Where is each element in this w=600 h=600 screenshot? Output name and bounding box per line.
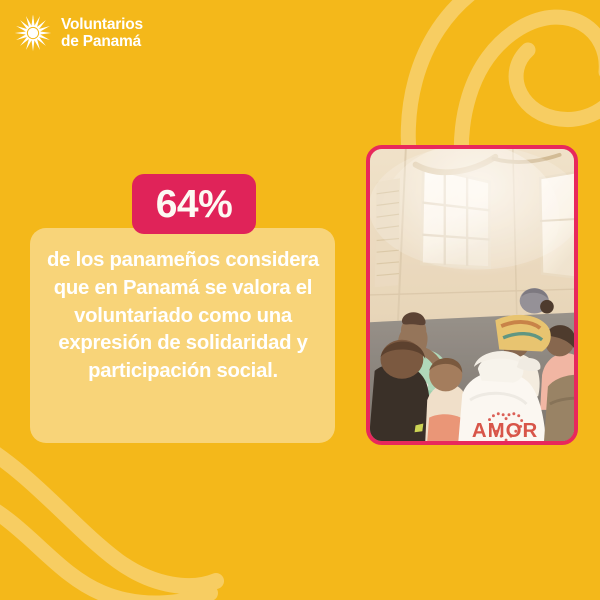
brand-logo: Voluntarios de Panamá bbox=[14, 14, 143, 52]
svg-text:AMOR: AMOR bbox=[472, 419, 538, 441]
brand-name-line2: de Panamá bbox=[61, 33, 142, 50]
brand-name-line1: Voluntarios bbox=[61, 15, 143, 33]
brand-name: Voluntarios de Panamá bbox=[61, 16, 143, 51]
sunburst-icon bbox=[14, 14, 52, 52]
photo: AMOR bbox=[366, 145, 578, 445]
photo-illustration: AMOR bbox=[370, 149, 574, 441]
percentage-badge: 64% bbox=[132, 174, 256, 234]
percentage-value: 64% bbox=[155, 182, 233, 226]
stat-panel bbox=[30, 228, 335, 443]
swirl-bottomright-decoration bbox=[480, 491, 600, 600]
stat-copy: de los panameños considera que en Panamá… bbox=[47, 249, 319, 383]
